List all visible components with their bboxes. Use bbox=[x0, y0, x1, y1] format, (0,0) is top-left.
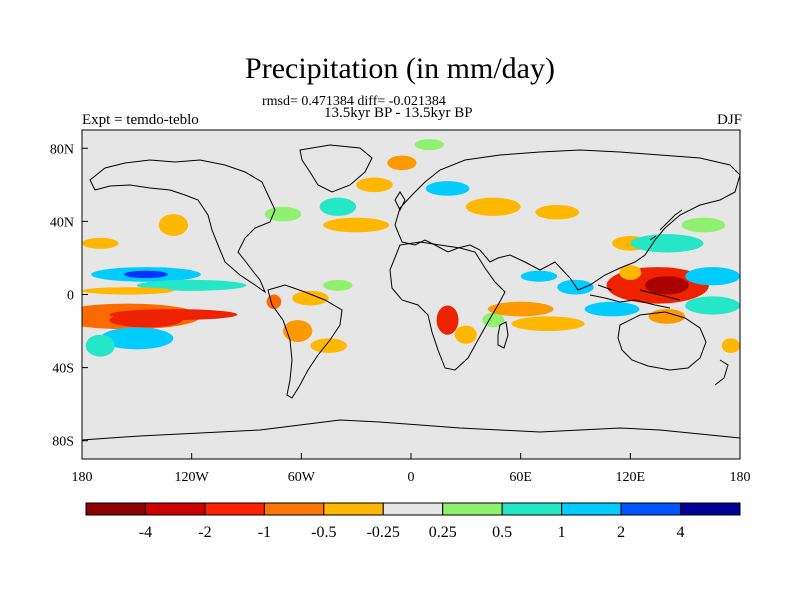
colorbar-swatch bbox=[85, 502, 146, 516]
colorbar-swatch bbox=[204, 502, 265, 516]
coastline-madagascar bbox=[497, 321, 509, 349]
precip-anomaly-region bbox=[323, 217, 390, 233]
colorbar-label: 2 bbox=[617, 524, 625, 541]
coastline-new-zealand bbox=[714, 359, 729, 386]
coastline-greenland bbox=[299, 144, 373, 193]
lat-tick-label: 80S bbox=[52, 435, 74, 450]
precip-anomaly-region bbox=[644, 276, 689, 295]
precip-anomaly-region bbox=[109, 309, 238, 321]
precip-anomaly-region bbox=[124, 270, 168, 279]
latitude-axis: 80N 40N 0 40S 80S bbox=[50, 142, 88, 450]
colorbar-swatch bbox=[680, 502, 741, 516]
colorbar-label: 0.25 bbox=[429, 524, 457, 541]
precipitation-anomaly-layer bbox=[82, 139, 740, 357]
precip-anomaly-region bbox=[630, 234, 704, 253]
coastline-eurasia bbox=[394, 149, 740, 291]
colorbar-swatch bbox=[561, 502, 622, 516]
colorbar-swatch bbox=[323, 502, 384, 516]
colorbar-label: -0.5 bbox=[311, 524, 336, 541]
precip-anomaly-region bbox=[721, 338, 740, 353]
lon-tick-label: 0 bbox=[408, 470, 415, 485]
precip-anomaly-region bbox=[414, 139, 444, 151]
colorbar-label: 0.5 bbox=[492, 524, 512, 541]
season-label: DJF bbox=[716, 112, 742, 128]
precip-anomaly-region bbox=[310, 338, 348, 353]
colorbar-label: -0.25 bbox=[367, 524, 400, 541]
precip-anomaly-region bbox=[136, 279, 247, 291]
precip-anomaly-region bbox=[454, 325, 477, 344]
lon-tick-label: 120E bbox=[616, 470, 646, 485]
colorbar-swatch bbox=[620, 502, 682, 516]
precip-anomaly-region bbox=[557, 279, 594, 295]
coastline-indonesia bbox=[589, 284, 681, 309]
lon-tick-label: 60W bbox=[288, 470, 316, 485]
lon-tick-label: 120W bbox=[175, 470, 210, 485]
precip-anomaly-region bbox=[511, 316, 585, 332]
coastline-australia bbox=[617, 311, 707, 371]
precip-anomaly-region bbox=[520, 270, 558, 282]
coastline-africa bbox=[389, 241, 506, 371]
precip-anomaly-region bbox=[356, 177, 393, 193]
precip-anomaly-region bbox=[584, 301, 640, 317]
precip-anomaly-region bbox=[85, 334, 115, 357]
precip-anomaly-region bbox=[619, 265, 642, 280]
coastline-japan bbox=[649, 209, 683, 241]
precip-anomaly-region bbox=[82, 287, 174, 295]
precip-anomaly-region bbox=[323, 279, 353, 291]
precip-anomaly-region bbox=[465, 197, 521, 216]
precip-anomaly-region bbox=[158, 214, 189, 237]
colorbar-label: 4 bbox=[677, 524, 685, 541]
precip-anomaly-region bbox=[487, 301, 554, 317]
colorbar-swatch bbox=[263, 502, 325, 516]
colorbar-swatch bbox=[442, 502, 503, 516]
coastline-uk bbox=[394, 191, 406, 212]
colorbar-swatch bbox=[382, 502, 444, 516]
precip-anomaly-region bbox=[685, 267, 740, 286]
precip-anomaly-region bbox=[482, 312, 505, 328]
precip-anomaly-region bbox=[82, 237, 119, 249]
precip-anomaly-region bbox=[535, 204, 580, 220]
coastline-north-america bbox=[89, 159, 276, 294]
colorbar-swatch bbox=[144, 502, 206, 516]
experiment-label: Expt = temdo-teblo bbox=[82, 112, 199, 128]
coastlines bbox=[82, 144, 740, 441]
lon-tick-label: 180 bbox=[72, 470, 93, 485]
precip-anomaly-region bbox=[283, 320, 313, 343]
coastline-south-america bbox=[267, 284, 343, 399]
map-title: Precipitation (in mm/day) bbox=[245, 52, 555, 85]
lat-tick-label: 80N bbox=[50, 142, 74, 157]
coastline-antarctica bbox=[82, 419, 740, 441]
lat-tick-label: 40S bbox=[52, 362, 74, 377]
lat-tick-label: 0 bbox=[67, 289, 74, 304]
precip-anomaly-region bbox=[100, 327, 174, 350]
lon-tick-label: 60E bbox=[509, 470, 532, 485]
precip-anomaly-region bbox=[681, 217, 726, 233]
lat-tick-label: 40N bbox=[50, 215, 74, 230]
subtitle-label: 13.5kyr BP - 13.5kyr BP bbox=[324, 105, 473, 121]
precip-anomaly-region bbox=[319, 197, 357, 216]
colorbar-swatch bbox=[501, 502, 563, 516]
precip-anomaly-region bbox=[387, 155, 417, 171]
precip-anomaly-region bbox=[264, 206, 302, 222]
precip-anomaly-region bbox=[425, 181, 470, 196]
precip-anomaly-region bbox=[292, 290, 329, 306]
precip-anomaly-region bbox=[436, 305, 459, 335]
precip-anomaly-region bbox=[685, 296, 740, 315]
colorbar-label: 1 bbox=[558, 524, 566, 541]
stats-label: rmsd= 0.471384 diff= -0.021384 bbox=[262, 94, 446, 109]
colorbar-label: -4 bbox=[139, 524, 152, 541]
colorbar-label: -1 bbox=[258, 524, 271, 541]
lon-tick-label: 180 bbox=[730, 470, 751, 485]
colorbar: -4 -2 -1 -0.5 -0.25 0.25 0.5 1 2 4 bbox=[85, 502, 741, 541]
longitude-axis: 180 120W 60W 0 60E 120E 180 bbox=[72, 453, 751, 485]
colorbar-label: -2 bbox=[198, 524, 211, 541]
